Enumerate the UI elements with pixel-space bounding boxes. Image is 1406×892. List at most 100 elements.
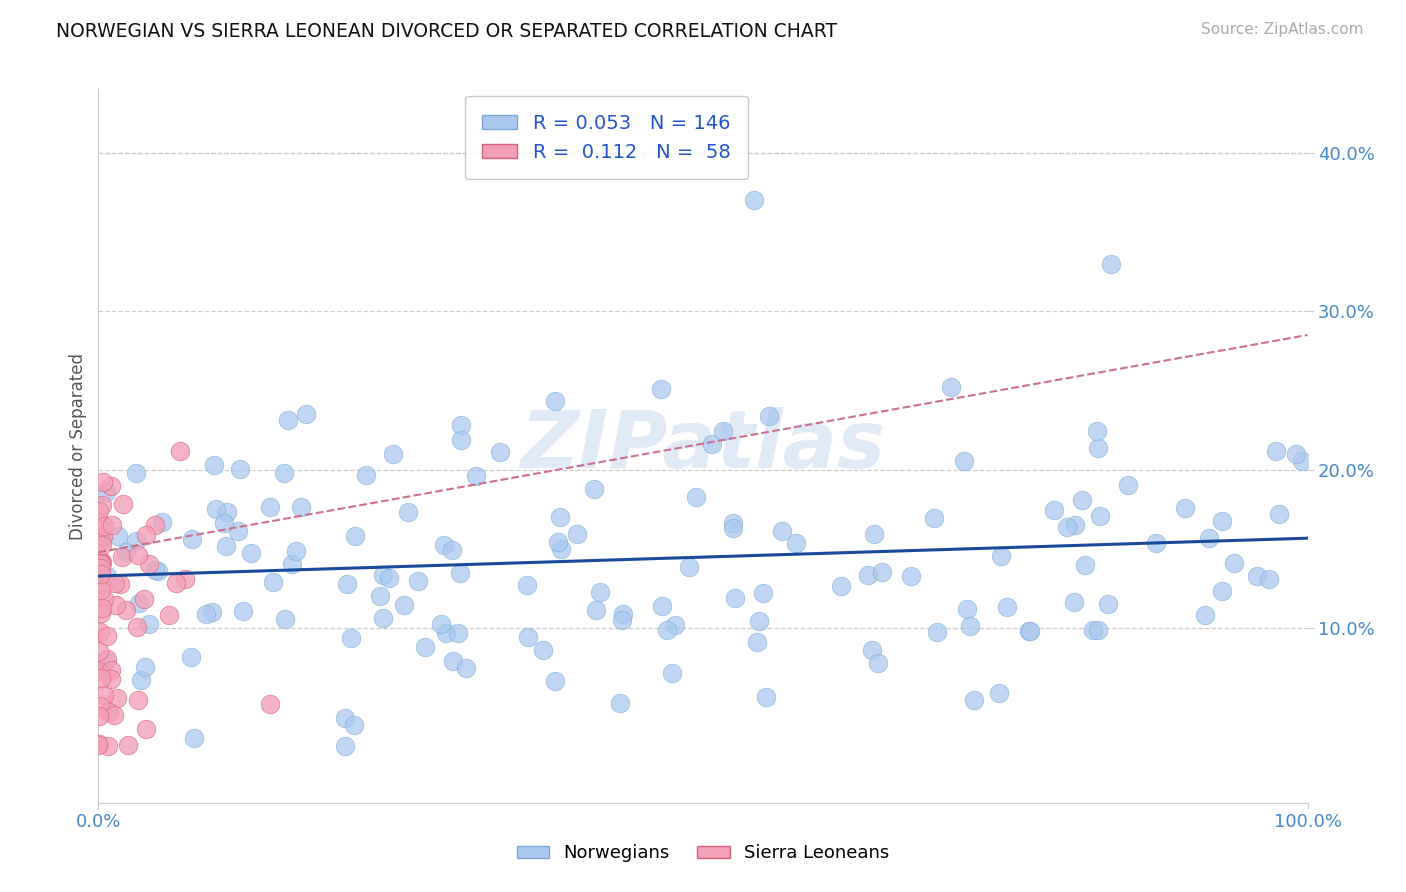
Point [114,544,136,558]
Point [183,731,205,745]
Point [138,557,160,571]
Point [339,631,361,645]
Point [987,685,1010,699]
Legend: R = 0.053   N = 146, R =  0.112   N =  58: R = 0.053 N = 146, R = 0.112 N = 58 [464,96,748,179]
Point [93,689,115,703]
Point [1291,454,1313,468]
Point [277,412,299,426]
Point [862,642,884,657]
Point [201,605,224,619]
Point [290,500,312,515]
Point [1088,509,1111,524]
Point [128,596,150,610]
Point [440,543,463,558]
Point [678,560,700,574]
Point [959,619,981,633]
Point [664,617,686,632]
Point [1064,518,1087,533]
Point [547,534,569,549]
Point [1056,520,1078,534]
Point [1043,502,1066,516]
Point [450,417,472,432]
Point [488,445,510,459]
Point [284,544,307,558]
Point [963,693,986,707]
Point [724,591,747,605]
Point [995,599,1018,614]
Point [138,616,160,631]
Point [125,534,148,549]
Point [336,577,359,591]
Point [165,576,187,591]
Point [343,717,366,731]
Point [107,529,129,543]
Point [1211,584,1233,599]
Point [748,615,770,629]
Point [87,738,110,752]
Point [229,461,252,475]
Y-axis label: Divorced or Separated: Divorced or Separated [69,352,87,540]
Point [87,708,110,723]
Text: NORWEGIAN VS SIERRA LEONEAN DIVORCED OR SEPARATED CORRELATION CHART: NORWEGIAN VS SIERRA LEONEAN DIVORCED OR … [56,22,838,41]
Point [143,564,166,578]
Point [204,502,226,516]
Point [335,739,357,754]
Point [100,518,122,533]
Point [91,601,114,615]
Point [651,599,673,613]
Point [516,578,538,592]
Point [550,509,572,524]
Point [115,603,138,617]
Point [129,673,152,688]
Point [1258,572,1281,586]
Point [90,607,112,621]
Point [396,505,419,519]
Point [173,572,195,586]
Point [262,574,284,589]
Point [758,409,780,423]
Point [90,566,112,581]
Point [212,516,235,531]
Point [259,698,281,712]
Point [371,567,394,582]
Point [90,538,112,552]
Point [150,515,173,529]
Point [87,503,110,517]
Point [195,607,218,621]
Point [1099,257,1122,271]
Point [93,518,115,533]
Point [927,624,949,639]
Point [104,576,127,591]
Point [1018,624,1040,639]
Point [856,567,879,582]
Point [382,447,405,461]
Point [111,549,134,564]
Point [863,527,886,541]
Point [1265,444,1288,458]
Point [544,394,567,409]
Point [100,478,122,492]
Point [721,516,744,531]
Point [96,568,118,582]
Point [132,592,155,607]
Point [755,690,778,704]
Point [990,549,1012,564]
Point [215,539,238,553]
Point [100,663,122,677]
Point [1097,598,1119,612]
Point [105,598,128,612]
Point [655,623,678,637]
Point [169,444,191,458]
Point [333,711,356,725]
Point [377,571,399,585]
Point [449,566,471,580]
Point [1087,623,1109,637]
Point [159,607,181,622]
Point [1268,507,1291,521]
Point [413,640,436,654]
Point [650,383,672,397]
Point [1070,493,1092,508]
Point [90,534,112,549]
Point [565,526,588,541]
Point [941,379,963,393]
